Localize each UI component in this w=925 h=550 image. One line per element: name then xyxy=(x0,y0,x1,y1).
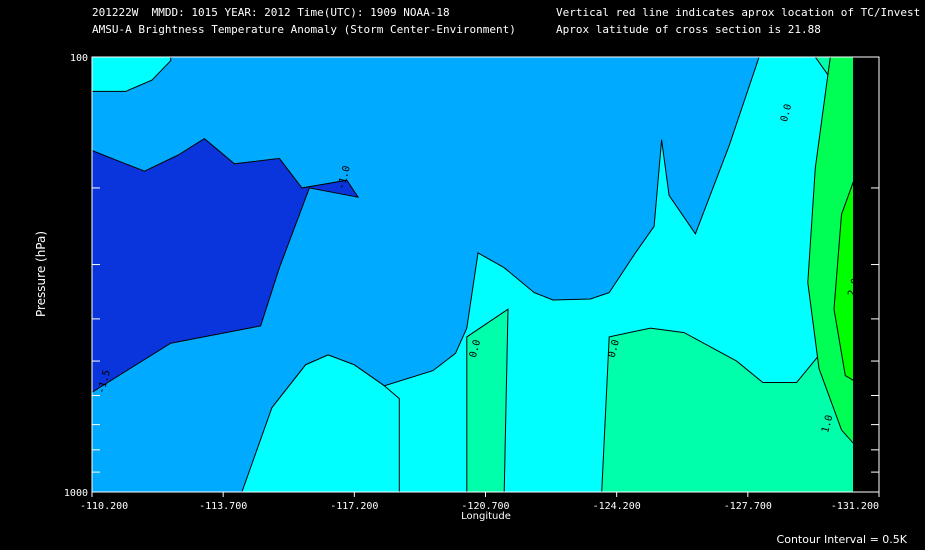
x-tick-label-5: -127.700 xyxy=(724,501,772,512)
plot-data-edge xyxy=(853,57,879,492)
contour-region-5 xyxy=(601,57,879,492)
contour-label-6: 1.0 xyxy=(820,414,835,434)
contour-region-3 xyxy=(241,354,400,492)
contour-region-0 xyxy=(92,137,360,393)
header-line1-right: Vertical red line indicates aprox locati… xyxy=(556,6,921,19)
x-tick-label-3: -120.700 xyxy=(461,501,509,512)
y-tick-label-100: 100 xyxy=(70,53,88,64)
y-axis-ticks: 100 1000 xyxy=(64,53,879,499)
contour-label-5: 2.0 xyxy=(846,277,861,297)
x-tick-label-2: -117.200 xyxy=(330,501,378,512)
contour-interval-note: Contour Interval = 0.5K xyxy=(776,533,907,546)
x-tick-label-4: -124.200 xyxy=(593,501,641,512)
contour-label-4: 0.0 xyxy=(779,103,794,123)
header-line2-right: Aprox latitude of cross section is 21.88 xyxy=(556,23,821,36)
contour-label-3: 0.0 xyxy=(607,339,622,359)
x-axis-label: Longitude xyxy=(461,511,511,522)
x-tick-label-6: -131.200 xyxy=(831,501,879,512)
x-tick-label-0: -110.200 xyxy=(80,501,128,512)
header-line2-left: AMSU-A Brightness Temperature Anomaly (S… xyxy=(92,23,516,36)
header-line1-left: 201222W MMDD: 1015 YEAR: 2012 Time(UTC):… xyxy=(92,6,450,19)
y-tick-label-1000: 1000 xyxy=(64,488,88,499)
y-axis-label: Pressure (hPa) xyxy=(34,231,48,317)
contour-label-2: 0.0 xyxy=(468,339,483,359)
x-axis-ticks: -110.200 -113.700 -117.200 -120.700 -124.200… xyxy=(80,492,880,512)
contour-region-1 xyxy=(92,57,172,92)
contour-region-4 xyxy=(466,308,509,492)
x-tick-label-1: -113.700 xyxy=(199,501,247,512)
